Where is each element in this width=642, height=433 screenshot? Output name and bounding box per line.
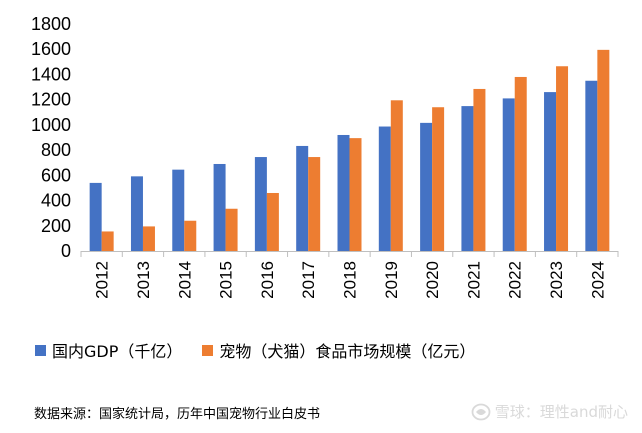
bar-gdp-2024 [585, 80, 598, 251]
bar-gdp-2013 [130, 176, 143, 251]
bar-gdp-2020 [420, 122, 433, 251]
bar-pet-food-2023 [556, 66, 569, 251]
y-tick-label: 1200 [31, 90, 71, 110]
legend: 国内GDP（千亿） 宠物（犬猫）食品市场规模（亿元） [35, 338, 495, 362]
bar-gdp-2014 [172, 169, 185, 251]
legend-label-pet-food: 宠物（犬猫）食品市场规模（亿元） [219, 342, 476, 361]
x-tick-label: 2017 [299, 261, 318, 299]
bars [89, 49, 610, 252]
x-tick-label: 2024 [588, 261, 607, 299]
x-tick-label: 2016 [258, 261, 277, 299]
bar-pet-food-2020 [432, 107, 445, 251]
snowball-logo-icon [471, 403, 491, 420]
bar-gdp-2017 [296, 145, 309, 251]
y-tick-label: 800 [41, 140, 71, 160]
y-tick-label: 600 [41, 165, 71, 185]
x-tick-label: 2018 [341, 261, 360, 299]
bar-gdp-2016 [254, 157, 267, 251]
watermark: 雪球：理性and耐心 [471, 401, 628, 422]
legend-swatch-pet-food [202, 344, 214, 356]
y-tick-label: 0 [61, 241, 71, 261]
bar-gdp-2022 [502, 98, 515, 252]
bar-pet-food-2012 [101, 231, 114, 251]
x-tick-label: 2023 [547, 261, 566, 299]
y-axis: 0 200 400 600 800 1000 1200 1400 1600 1800 [31, 14, 71, 261]
bar-pet-food-2018 [349, 138, 362, 251]
bar-pet-food-2019 [390, 100, 403, 251]
bar-pet-food-2021 [473, 88, 486, 251]
y-tick-label: 200 [41, 216, 71, 236]
legend-label-gdp: 国内GDP（千亿） [52, 342, 183, 361]
y-tick-label: 1000 [31, 115, 71, 135]
legend-item-pet-food: 宠物（犬猫）食品市场规模（亿元） [202, 338, 475, 362]
legend-swatch-gdp [35, 344, 46, 356]
bar-gdp-2018 [337, 134, 350, 251]
x-axis: 2012 2013 2014 2015 2016 2017 2018 2019 2020 2021… [80, 251, 619, 299]
watermark-text: 雪球：理性and耐心 [494, 403, 628, 421]
x-tick-label: 2015 [217, 261, 236, 299]
bar-gdp-2015 [213, 163, 226, 251]
x-tick-label: 2019 [382, 261, 401, 299]
bar-gdp-2019 [378, 126, 391, 251]
y-tick-label: 1800 [31, 14, 71, 34]
bar-pet-food-2022 [514, 76, 527, 251]
bar-gdp-2021 [461, 106, 474, 252]
bar-pet-food-2015 [225, 208, 238, 251]
bar-pet-food-2014 [184, 220, 197, 251]
source-note: 数据来源：国家统计局，历年中国宠物行业白皮书 [34, 407, 321, 422]
x-tick-label: 2012 [93, 261, 112, 299]
x-tick-label: 2013 [134, 261, 153, 299]
y-tick-label: 1400 [31, 64, 71, 84]
bar-gdp-2023 [544, 92, 557, 251]
y-tick-label: 400 [41, 191, 71, 211]
x-tick-label: 2020 [423, 261, 442, 299]
bar-pet-food-2016 [266, 192, 279, 251]
y-tick-label: 1600 [31, 39, 71, 59]
bar-pet-food-2017 [308, 157, 321, 251]
legend-item-gdp: 国内GDP（千亿） [35, 338, 182, 362]
bar-pet-food-2024 [597, 49, 610, 251]
x-tick-label: 2022 [506, 261, 525, 299]
bar-gdp-2012 [89, 182, 102, 251]
bar-pet-food-2013 [142, 226, 155, 251]
x-tick-label: 2014 [175, 261, 194, 299]
x-tick-label: 2021 [464, 261, 483, 299]
